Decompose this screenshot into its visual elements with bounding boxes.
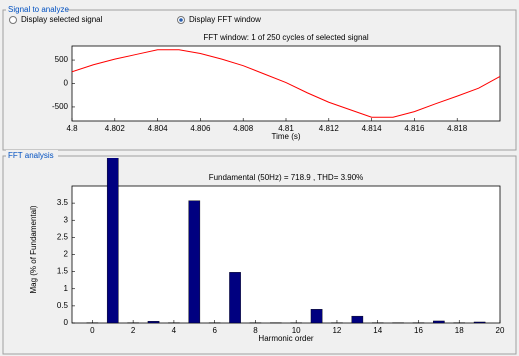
- panel-label-bg: [6, 4, 66, 15]
- radio-label[interactable]: Display selected signal: [21, 15, 103, 24]
- y-tick-label: 1.5: [57, 267, 69, 276]
- radio-label[interactable]: Display FFT window: [189, 15, 261, 24]
- x-tick-label: 4.808: [233, 124, 254, 133]
- radio-button[interactable]: [9, 16, 17, 24]
- plot-area: [71, 185, 501, 324]
- x-tick-label: 20: [496, 326, 505, 335]
- y-tick-label: 2.5: [57, 232, 69, 241]
- radio-dot: [179, 18, 183, 22]
- x-tick-label: 4.806: [190, 124, 211, 133]
- x-axis-label: Harmonic order: [258, 334, 313, 343]
- x-tick-label: 4.818: [447, 124, 468, 133]
- x-tick-label: 16: [414, 326, 423, 335]
- y-tick-label: 0: [64, 79, 69, 88]
- plot-area: [71, 45, 501, 122]
- bar: [106, 158, 119, 324]
- x-tick-label: 4: [172, 326, 177, 335]
- panel-title: Signal to analyze: [8, 5, 69, 14]
- y-tick-label: 0.5: [57, 301, 69, 310]
- x-tick-label: 6: [212, 326, 217, 335]
- y-tick-label: 0: [64, 318, 69, 327]
- signal-line: [72, 49, 500, 118]
- x-tick-label: 14: [373, 326, 382, 335]
- plot-marks: [86, 158, 486, 324]
- x-tick-label: 4.81: [278, 124, 294, 133]
- x-tick-label: 0: [90, 326, 95, 335]
- bar: [433, 320, 445, 324]
- x-tick-label: 4.804: [148, 124, 169, 133]
- panel-border: [2, 155, 517, 355]
- x-tick-label: 4.816: [404, 124, 425, 133]
- x-axis-label: Time (s): [271, 132, 300, 141]
- y-axis-label: Mag (% of Fundamental): [29, 205, 38, 293]
- y-tick-label: 3.5: [57, 198, 69, 207]
- x-tick-label: 4.802: [105, 124, 126, 133]
- x-tick-label: 4.814: [362, 124, 383, 133]
- x-tick-label: 2: [131, 326, 136, 335]
- y-tick-label: 2: [64, 250, 69, 259]
- plot-marks: [72, 49, 500, 118]
- y-tick-label: 3: [64, 215, 69, 224]
- x-tick-label: 12: [332, 326, 341, 335]
- panel-title: FFT analysis: [8, 151, 54, 160]
- x-tick-label: 8: [253, 326, 258, 335]
- y-tick-label: 500: [55, 55, 69, 64]
- bar: [147, 321, 160, 324]
- x-tick-label: 4.812: [319, 124, 340, 133]
- x-tick-label: 4.8: [66, 124, 78, 133]
- bar: [229, 272, 241, 324]
- panel-border: [2, 9, 517, 151]
- chart-title: Fundamental (50Hz) = 718.9 , THD= 3.90%: [209, 173, 364, 182]
- x-tick-label: 10: [292, 326, 301, 335]
- bar: [188, 200, 201, 324]
- chart-title: FFT window: 1 of 250 cycles of selected …: [203, 33, 368, 42]
- x-tick-label: 18: [455, 326, 464, 335]
- bar: [351, 315, 364, 324]
- bar: [473, 321, 486, 324]
- bar: [310, 309, 323, 324]
- y-tick-label: 1: [64, 284, 69, 293]
- panel-label-bg: [6, 150, 58, 161]
- y-tick-label: -500: [52, 102, 69, 111]
